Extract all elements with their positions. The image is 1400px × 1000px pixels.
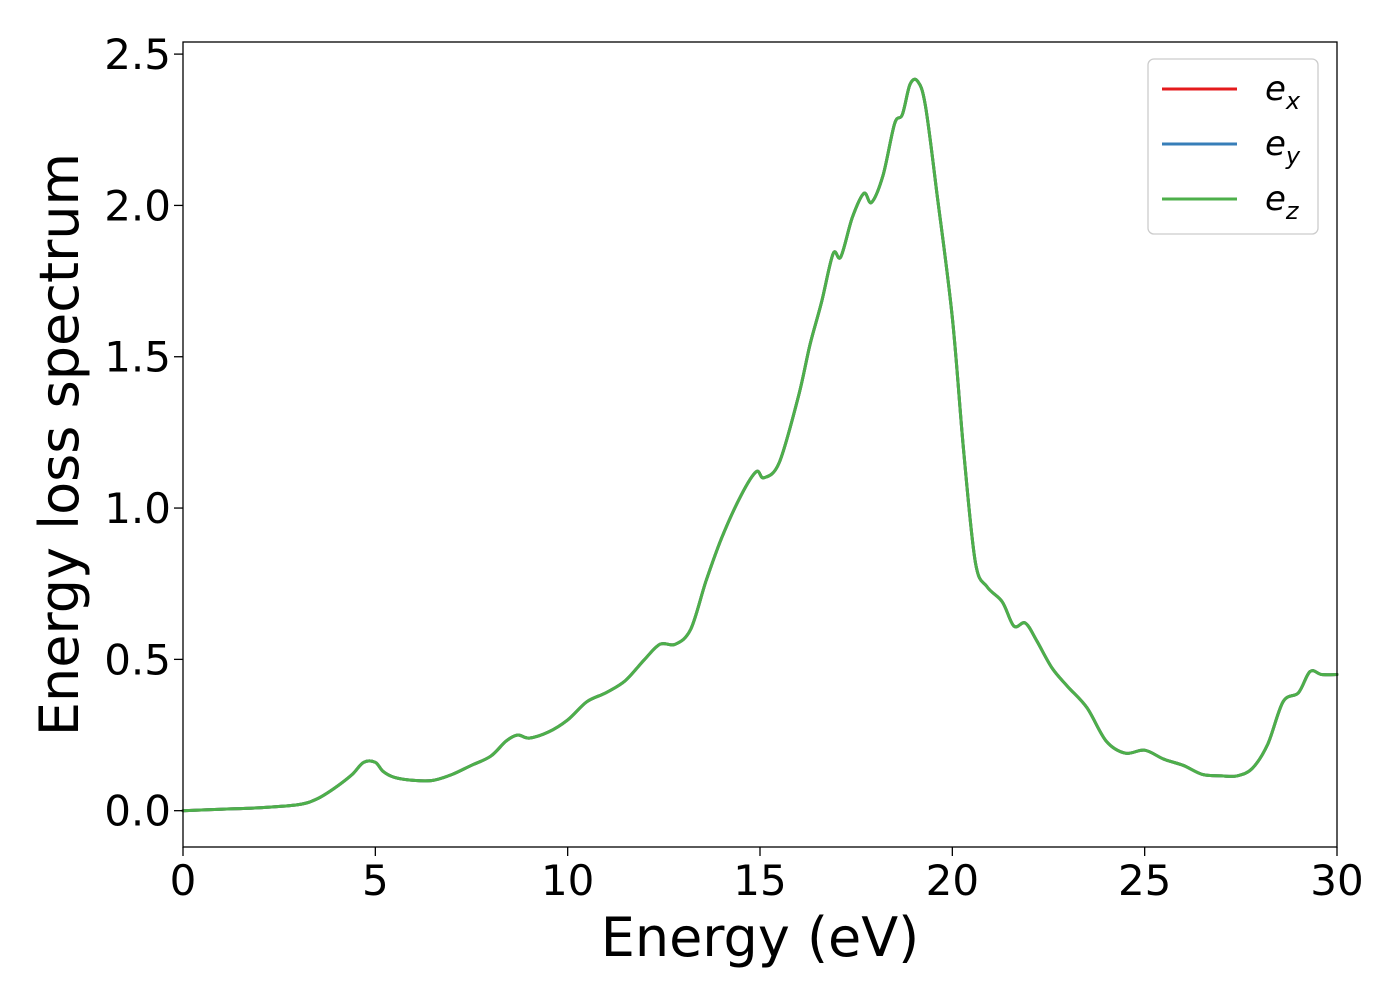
legend: ex ey ez	[1147, 58, 1319, 235]
x-tick-label: 30	[1310, 856, 1363, 905]
x-tick-label: 10	[541, 856, 594, 905]
x-axis-label: Energy (eV)	[601, 906, 920, 969]
y-tick-label: 1.0	[104, 484, 171, 533]
y-tick-label: 2.0	[104, 181, 171, 230]
legend-box	[1147, 58, 1319, 235]
series-layer	[181, 77, 1339, 813]
y-tick-label: 0.0	[104, 787, 171, 836]
x-axis: 0 5 10 15 20 25 30	[170, 847, 1364, 905]
x-tick-label: 15	[733, 856, 786, 905]
x-tick-label: 0	[170, 856, 197, 905]
y-tick-label: 2.5	[104, 30, 171, 79]
legend-label-z: ez	[1265, 179, 1300, 225]
y-tick-label: 1.5	[104, 333, 171, 382]
y-axis: 0.0 0.5 1.0 1.5 2.0 2.5	[104, 30, 183, 836]
y-tick-label: 0.5	[104, 635, 171, 684]
y-axis-label: Energy loss spectrum	[28, 153, 91, 736]
x-tick-label: 25	[1118, 856, 1171, 905]
x-tick-label: 20	[926, 856, 979, 905]
legend-label-x: ex	[1265, 69, 1301, 115]
series-line-z	[181, 77, 1339, 813]
x-tick-label: 5	[362, 856, 389, 905]
legend-label-y: ey	[1265, 124, 1301, 170]
